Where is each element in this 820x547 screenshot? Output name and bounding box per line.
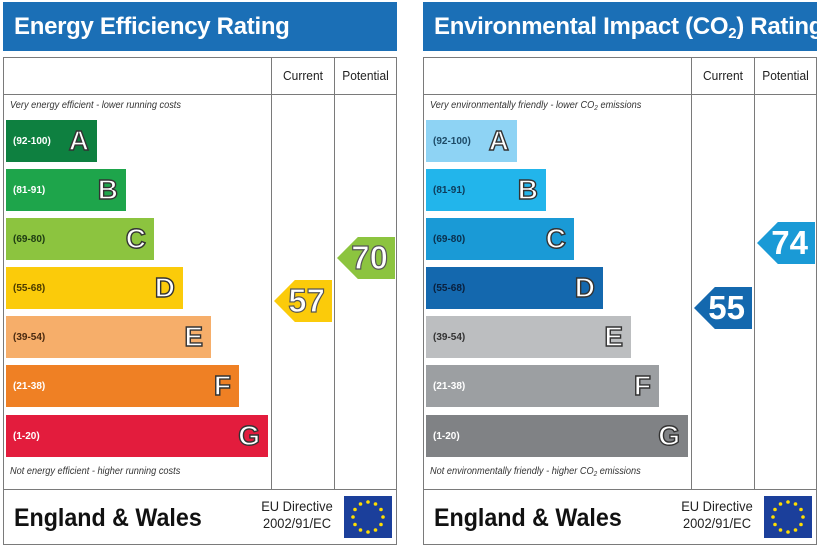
env-potential-arrow: 74 xyxy=(757,222,815,264)
energy-band-g: (1-20) G xyxy=(6,415,268,457)
env-directive-line2: 2002/91/EC xyxy=(682,515,752,531)
energy-desc-top: Very energy efficient - lower running co… xyxy=(10,100,181,111)
energy-band-e-letter: E xyxy=(184,321,204,352)
env-directive-line1: EU Directive xyxy=(681,498,753,514)
env-band-e-letter: E xyxy=(604,321,624,352)
energy-band-e-range: (39-54) xyxy=(13,331,46,343)
env-desc-top-main: Very environmentally friendly - lower CO xyxy=(430,100,595,111)
eu-flag-icon xyxy=(764,496,812,538)
env-panel-title: Environmental Impact (CO2) Rating xyxy=(423,2,820,51)
energy-directive-line1: EU Directive xyxy=(261,498,333,514)
energy-band-b-range: (81-91) xyxy=(13,184,46,196)
env-band-g: (1-20) G xyxy=(426,415,688,457)
energy-band-g-range: (1-20) xyxy=(13,430,40,442)
energy-band-b: (81-91) B xyxy=(6,169,126,211)
eu-flag-icon xyxy=(344,496,392,538)
environmental-impact-panel: Environmental Impact (CO2) Rating Curren… xyxy=(423,2,820,545)
energy-panel-title: Energy Efficiency Rating xyxy=(3,2,397,51)
env-band-e: (39-54) E xyxy=(426,316,631,358)
energy-band-f-range: (21-38) xyxy=(13,380,46,392)
env-band-d-letter: D xyxy=(574,272,596,303)
energy-band-e: (39-54) E xyxy=(6,316,211,358)
env-current-arrow: 55 xyxy=(694,287,752,329)
energy-efficiency-panel: Energy Efficiency Rating Current Potenti… xyxy=(3,2,397,545)
energy-directive-line2: 2002/91/EC xyxy=(262,515,332,531)
env-title-main: Environmental Impact (CO xyxy=(434,13,729,40)
env-band-g-range: (1-20) xyxy=(433,430,460,442)
env-desc-top: Very environmentally friendly - lower CO… xyxy=(430,100,641,112)
env-rating-table: Current Potential Very environmentally f… xyxy=(423,57,817,545)
env-band-b-letter: B xyxy=(517,174,539,205)
env-band-c: (69-80) C xyxy=(426,218,574,260)
energy-potential-header: Potential xyxy=(342,68,389,83)
energy-band-a-range: (92-100) xyxy=(13,135,51,147)
energy-band-g-letter: G xyxy=(238,420,261,451)
env-footer-directive: EU Directive 2002/91/EC xyxy=(677,498,756,532)
env-band-f-range: (21-38) xyxy=(433,380,466,392)
env-band-a: (92-100) A xyxy=(426,120,517,162)
energy-band-a: (92-100) A xyxy=(6,120,97,162)
env-title-end: ) Rating xyxy=(736,13,820,40)
energy-band-c: (69-80) C xyxy=(6,218,154,260)
env-footer-country: England & Wales xyxy=(434,504,622,532)
env-desc-bottom-main: Not environmentally friendly - higher CO xyxy=(430,466,594,477)
env-band-b-range: (81-91) xyxy=(433,184,466,196)
env-desc-bottom-end: emissions xyxy=(597,466,641,477)
energy-current-header: Current xyxy=(283,68,323,83)
energy-rating-table: Current Potential Very energy efficient … xyxy=(3,57,397,545)
env-title-sub: 2 xyxy=(728,25,737,42)
energy-potential-arrow: 70 xyxy=(337,237,395,279)
env-band-d-range: (55-68) xyxy=(433,282,466,294)
energy-band-b-letter: B xyxy=(97,174,119,205)
env-desc-top-sub: 2 xyxy=(594,105,598,112)
energy-footer-directive: EU Directive 2002/91/EC xyxy=(257,498,336,532)
energy-footer-country: England & Wales xyxy=(14,504,202,532)
env-band-a-letter: A xyxy=(488,125,510,156)
energy-desc-bottom: Not energy efficient - higher running co… xyxy=(10,466,181,477)
energy-band-d: (55-68) D xyxy=(6,267,183,309)
env-band-f: (21-38) F xyxy=(426,365,659,407)
env-band-b: (81-91) B xyxy=(426,169,546,211)
energy-band-d-letter: D xyxy=(154,272,176,303)
energy-band-f: (21-38) F xyxy=(6,365,239,407)
env-current-header: Current xyxy=(703,68,743,83)
env-band-f-letter: F xyxy=(633,370,652,401)
energy-band-c-letter: C xyxy=(125,223,147,254)
env-desc-bottom-sub: 2 xyxy=(593,471,598,478)
energy-band-d-range: (55-68) xyxy=(13,282,46,294)
energy-band-c-range: (69-80) xyxy=(13,233,46,245)
env-band-a-range: (92-100) xyxy=(433,135,471,147)
env-band-c-range: (69-80) xyxy=(433,233,466,245)
env-band-c-letter: C xyxy=(545,223,567,254)
energy-band-f-letter: F xyxy=(213,370,232,401)
env-band-g-letter: G xyxy=(658,420,681,451)
env-desc-bottom: Not environmentally friendly - higher CO… xyxy=(430,466,641,478)
env-desc-top-end: emissions xyxy=(597,100,642,111)
env-band-d: (55-68) D xyxy=(426,267,603,309)
energy-band-a-letter: A xyxy=(68,125,90,156)
env-potential-header: Potential xyxy=(762,68,809,83)
env-band-e-range: (39-54) xyxy=(433,331,466,343)
energy-current-arrow: 57 xyxy=(274,280,332,322)
